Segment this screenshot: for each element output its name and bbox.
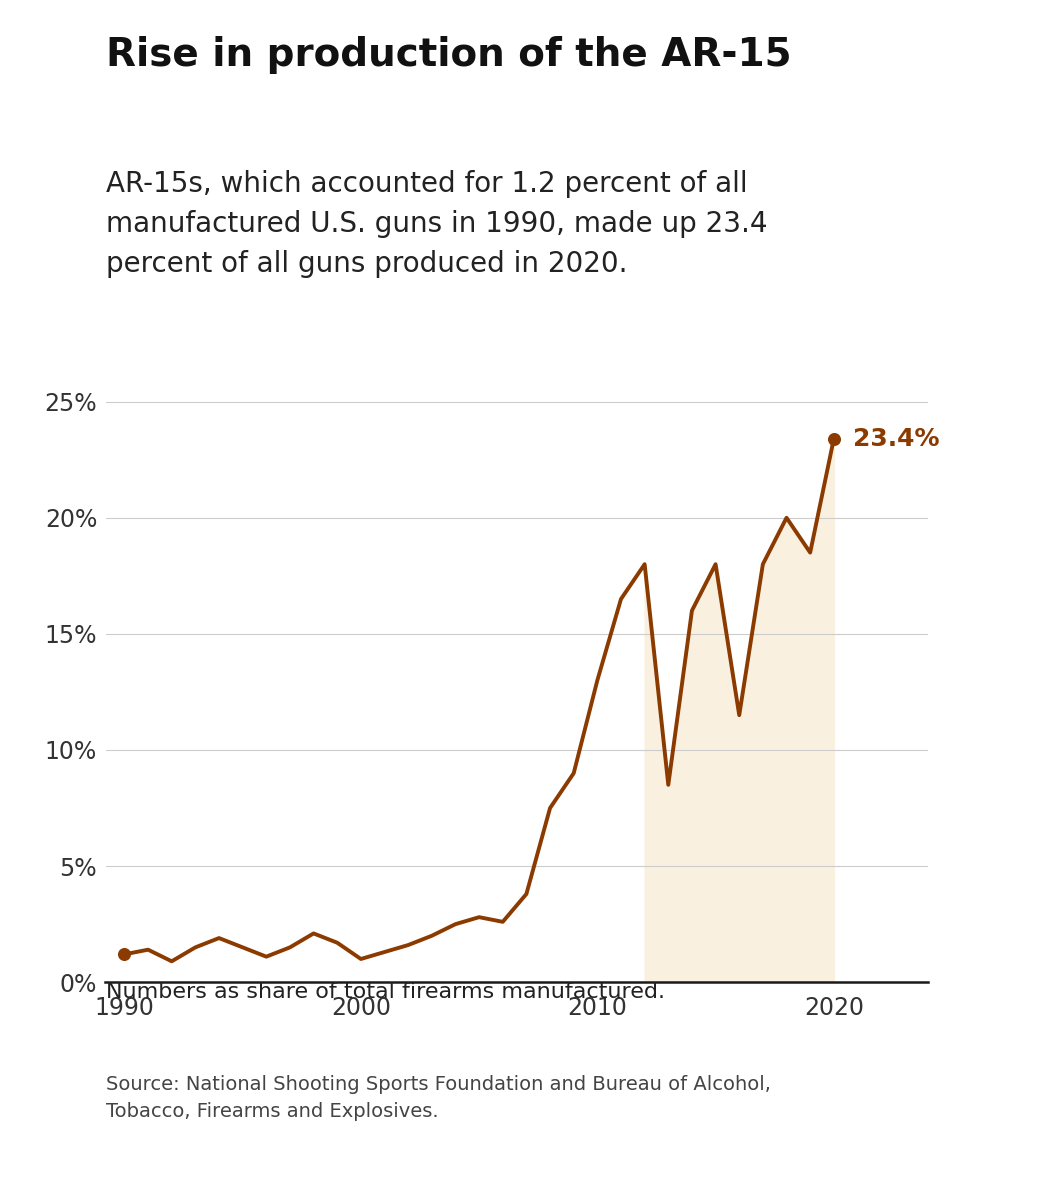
Point	[825, 430, 842, 449]
Text: Rise in production of the AR-15: Rise in production of the AR-15	[106, 36, 791, 74]
Text: AR-15s, which accounted for 1.2 percent of all
manufactured U.S. guns in 1990, m: AR-15s, which accounted for 1.2 percent …	[106, 170, 767, 278]
Text: Source: National Shooting Sports Foundation and Bureau of Alcohol,
Tobacco, Fire: Source: National Shooting Sports Foundat…	[106, 1075, 770, 1121]
Text: 23.4%: 23.4%	[852, 427, 939, 451]
Point	[116, 944, 133, 964]
Text: Numbers as share of total firearms manufactured.: Numbers as share of total firearms manuf…	[106, 982, 665, 1002]
